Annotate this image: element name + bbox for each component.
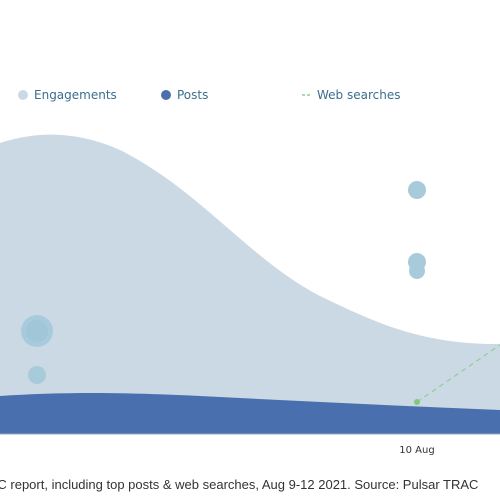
- x-tick-label: 10 Aug: [399, 445, 434, 456]
- bubble[interactable]: [408, 181, 426, 199]
- web-searches-point[interactable]: [414, 399, 420, 405]
- engagements-area: [0, 134, 500, 435]
- legend-item-posts[interactable]: Posts: [161, 88, 208, 102]
- legend-item-web-searches[interactable]: Web searches: [302, 88, 400, 102]
- bubble[interactable]: [26, 320, 48, 342]
- legend-label-web-searches: Web searches: [317, 88, 400, 102]
- x-axis-ticks: 10 Aug: [399, 445, 434, 456]
- posts-area: [0, 393, 500, 434]
- bubble[interactable]: [28, 366, 46, 384]
- plot-area: 10 Aug: [0, 134, 500, 456]
- bubbles: [21, 181, 426, 384]
- legend-label-posts: Posts: [177, 88, 208, 102]
- legend-marker-engagements: [18, 90, 28, 100]
- chart-caption: CC report, including top posts & web sea…: [0, 477, 478, 492]
- web-searches-line: [416, 344, 500, 403]
- legend-marker-posts: [161, 90, 171, 100]
- bubble[interactable]: [409, 263, 425, 279]
- legend-item-engagements[interactable]: Engagements: [18, 88, 117, 102]
- legend: Engagements Posts Web searches: [18, 88, 400, 102]
- legend-label-engagements: Engagements: [34, 88, 117, 102]
